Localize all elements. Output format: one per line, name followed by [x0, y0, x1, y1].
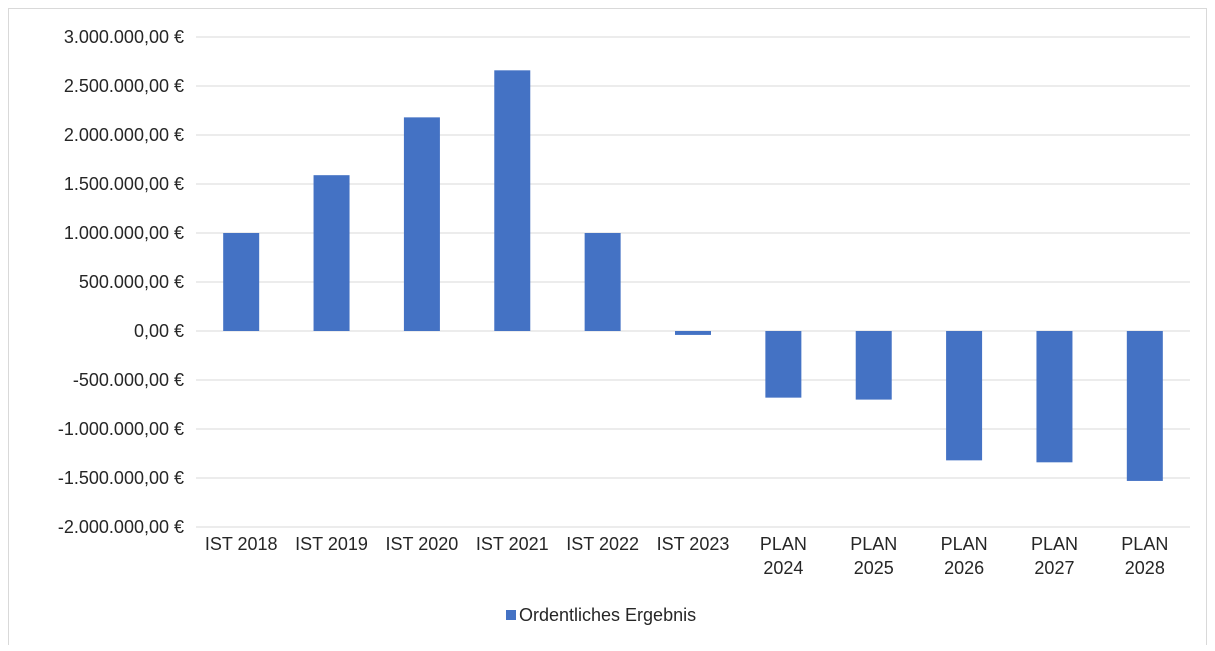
y-tick-label: 0,00 € — [134, 321, 184, 341]
bar — [675, 331, 711, 335]
bar — [403, 117, 440, 331]
x-tick-label: IST 2018 — [205, 534, 278, 554]
x-tick-label: 2025 — [854, 558, 894, 578]
y-tick-label: -1.000.000,00 € — [58, 419, 184, 439]
legend-swatch — [506, 610, 516, 620]
bar — [765, 331, 802, 398]
x-tick-label: 2027 — [1034, 558, 1074, 578]
bar — [584, 233, 621, 331]
bar — [946, 331, 983, 461]
y-tick-label: -1.500.000,00 € — [58, 468, 184, 488]
x-tick-label: 2026 — [944, 558, 984, 578]
bar — [223, 233, 260, 331]
bar — [1036, 331, 1073, 463]
x-axis-tick-labels: IST 2018 IST 2019 IST 2020 IST 2021 IST 2022… — [205, 534, 1169, 578]
x-tick-label: PLAN — [1121, 534, 1168, 554]
bar — [313, 175, 350, 331]
bar-chart: 3.000.000,00 € 2.500.000,00 € 2.000.000,00… — [58, 27, 1190, 625]
y-tick-label: 2.500.000,00 € — [64, 76, 184, 96]
x-tick-label: IST 2023 — [657, 534, 730, 554]
x-tick-label: IST 2020 — [386, 534, 459, 554]
y-tick-label: 1.500.000,00 € — [64, 174, 184, 194]
y-tick-label: 500.000,00 € — [79, 272, 184, 292]
y-axis-tick-labels: 3.000.000,00 € 2.500.000,00 € 2.000.000,00… — [58, 27, 184, 537]
x-tick-label: PLAN — [850, 534, 897, 554]
x-tick-label: IST 2022 — [566, 534, 639, 554]
bar — [855, 331, 892, 400]
x-tick-label: 2028 — [1125, 558, 1165, 578]
legend-label: Ordentliches Ergebnis — [519, 605, 696, 625]
bar — [1126, 331, 1163, 481]
chart-area: 3.000.000,00 € 2.500.000,00 € 2.000.000,00… — [8, 8, 1207, 645]
legend: Ordentliches Ergebnis — [506, 605, 696, 625]
gridlines — [196, 36, 1190, 528]
bars — [223, 70, 1163, 481]
x-tick-label: PLAN — [1031, 534, 1078, 554]
y-tick-label: -2.000.000,00 € — [58, 517, 184, 537]
y-tick-label: 3.000.000,00 € — [64, 27, 184, 47]
x-tick-label: PLAN — [941, 534, 988, 554]
y-tick-label: -500.000,00 € — [73, 370, 184, 390]
y-tick-label: 2.000.000,00 € — [64, 125, 184, 145]
x-tick-label: IST 2021 — [476, 534, 549, 554]
bar — [494, 70, 531, 331]
y-tick-label: 1.000.000,00 € — [64, 223, 184, 243]
x-tick-label: IST 2019 — [295, 534, 368, 554]
x-tick-label: 2024 — [763, 558, 803, 578]
x-tick-label: PLAN — [760, 534, 807, 554]
